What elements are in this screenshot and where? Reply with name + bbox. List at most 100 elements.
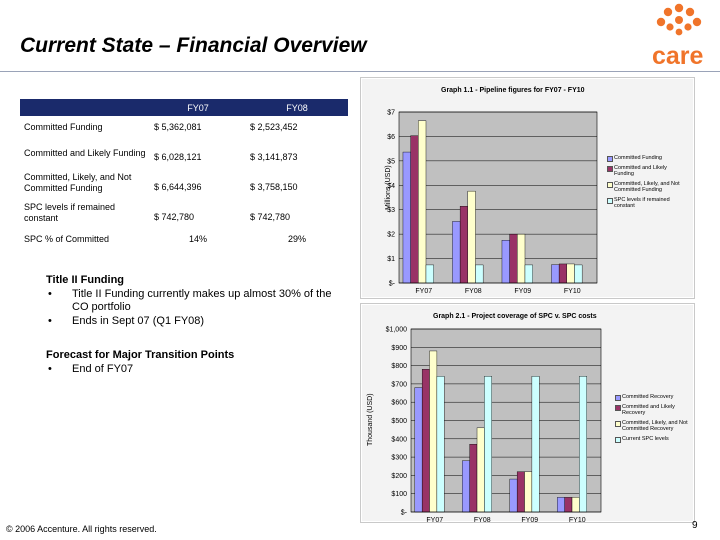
plot-area: $- $100 $200 $300 $400 $500 $600 $700 $800 $900 $1…: [386, 327, 602, 522]
y-tick-label: $400: [391, 436, 407, 443]
plot-border: [410, 328, 602, 513]
legend-swatch: [607, 156, 613, 162]
y-tick-label: $700: [391, 381, 407, 388]
bar-4: [425, 264, 434, 284]
row-label: SPC levels if remained constant: [24, 202, 116, 224]
y-tick-label: $1,000: [386, 327, 408, 334]
legend-label: Committed Funding: [614, 155, 662, 161]
row-label: Committed and Likely Funding: [24, 147, 146, 158]
care-logo: care: [648, 2, 710, 70]
x-tick-label: FY07: [426, 517, 443, 522]
x-tick-label: FY08: [474, 517, 491, 522]
legend-swatch: [607, 165, 613, 172]
bar-4: [436, 376, 445, 513]
legend-label: Committed and Likely Recovery: [622, 403, 675, 417]
bar-2: [410, 135, 419, 284]
y-tick-label: $900: [391, 345, 407, 352]
pipeline-chart: Graph 1.1 - Pipeline figures for FY07 - …: [360, 77, 695, 299]
row-label: Committed, Likely, and Not Committed Fun…: [24, 171, 132, 193]
title-divider: [0, 71, 720, 72]
legend-item: Current SPC levels: [615, 436, 692, 443]
fy07-value: $ 6,644,396: [154, 181, 202, 192]
legend-item: Committed and Likely Recovery: [615, 404, 692, 417]
fy07-value: $ 742,780: [154, 212, 195, 223]
y-tick-label: $200: [391, 473, 407, 480]
y-tick-label: $-: [401, 510, 408, 517]
bullet-text: End of FY07: [72, 362, 134, 375]
bar-2: [421, 369, 430, 513]
chart-title: Graph 2.1 - Project coverage of SPC v. S…: [433, 313, 597, 320]
plot-area: $- $1 $2 $3 $4 $5 $6 $7 FY07 FY08 FY09 FY10: [387, 110, 598, 295]
list-item: • Title II Funding currently makes up al…: [46, 288, 346, 315]
bar-2: [516, 471, 525, 513]
bar-3: [418, 120, 427, 284]
bar-1: [402, 151, 411, 284]
x-tick-label: FY07: [415, 288, 432, 295]
legend-item: Committed, Likely, and Not Committed Fun…: [607, 181, 684, 194]
legend-item: Committed Recovery: [615, 394, 692, 401]
fy08-value: $ 742,780: [250, 212, 291, 223]
legend-item: Committed and Likely Funding: [607, 165, 684, 178]
legend-label: Committed and Likely Funding: [614, 164, 667, 178]
bar-1: [501, 240, 510, 284]
list-item: • End of FY07: [46, 363, 346, 377]
bar-3: [524, 471, 533, 513]
fy08-value: $ 3,141,873: [250, 152, 298, 163]
y-tick-label: $800: [391, 363, 407, 370]
table-header-fy08: FY08: [246, 99, 348, 117]
bullet-text: Ends in Sept 07 (Q1 FY08): [72, 314, 205, 327]
fy08-value: $ 2,523,452: [250, 122, 298, 133]
x-tick-label: FY10: [569, 517, 586, 522]
row-label: SPC % of Committed: [24, 234, 110, 245]
bar-1: [509, 478, 518, 513]
x-tick-label: FY10: [564, 288, 581, 295]
bullet-icon: •: [48, 362, 52, 375]
bar-2: [558, 263, 568, 284]
page-title: Current State – Financial Overview: [20, 34, 367, 57]
title-ii-heading: Title II Funding: [46, 274, 125, 286]
bar-1: [452, 221, 461, 284]
y-tick-label: $7: [387, 110, 395, 117]
fy07-value: 14%: [188, 234, 207, 245]
y-tick-label: $3: [387, 207, 395, 214]
x-tick-label: FY09: [521, 517, 538, 522]
bar-2: [564, 497, 573, 513]
bar-3: [571, 497, 580, 513]
bullet-icon: •: [48, 287, 52, 300]
legend-label: Committed, Likely, and Not Committed Rec…: [622, 419, 688, 433]
legend-swatch: [615, 404, 621, 411]
y-tick-label: $500: [391, 418, 407, 425]
y-tick-label: $6: [387, 134, 395, 141]
legend-item: Committed Funding: [607, 155, 684, 162]
legend-label: Committed Recovery: [622, 394, 674, 400]
bar-4: [475, 264, 484, 284]
table-header-fy07: FY07: [150, 99, 246, 117]
row-label: Committed Funding: [24, 122, 103, 133]
y-tick-label: $1: [387, 256, 395, 263]
bar-3: [566, 263, 575, 284]
copyright-footer: © 2006 Accenture. All rights reserved.: [6, 524, 157, 534]
chart-legend: Committed Recovery Committed and Likely R…: [615, 394, 692, 445]
bar-1: [551, 264, 560, 284]
bar-1: [557, 497, 565, 513]
x-tick-label: FY09: [514, 288, 531, 295]
bar-2: [509, 233, 518, 284]
bar-2: [459, 206, 469, 284]
y-tick-label: $-: [389, 281, 396, 288]
bar-4: [484, 376, 492, 513]
legend-label: Current SPC levels: [622, 435, 669, 442]
table-row: SPC levels if remained constant $ 742,78…: [20, 198, 348, 229]
y-tick-label: $5: [387, 158, 395, 165]
table-row: Committed Funding $ 5,362,081 $ 2,523,45…: [20, 116, 348, 138]
legend-item: Committed, Likely, and Not Committed Rec…: [615, 420, 692, 433]
bar-4: [524, 264, 533, 284]
bar-4: [579, 376, 587, 513]
bar-3: [429, 350, 438, 513]
chart-title: Graph 1.1 - Pipeline figures for FY07 - …: [441, 87, 585, 94]
page-number: 9: [692, 520, 698, 531]
financial-table: FY07 FY08 Committed Funding $ 5,362,081 …: [20, 99, 348, 251]
notes-section: Title II Funding • Title II Funding curr…: [46, 274, 346, 376]
bar-2: [469, 444, 478, 513]
table-row: Committed, Likely, and Not Committed Fun…: [20, 167, 348, 198]
bar-1: [414, 387, 423, 513]
